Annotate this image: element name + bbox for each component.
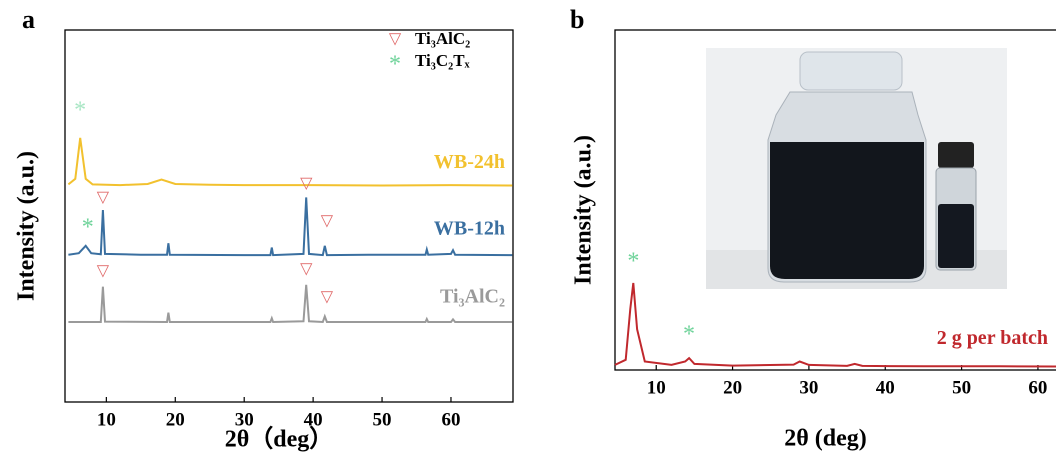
peak-marker: *: [683, 322, 695, 348]
series-line: [68, 197, 513, 257]
peak-marker: ▽: [97, 262, 110, 279]
peak-marker: ▽: [300, 261, 313, 278]
y-axis-label: Intensity (a.u.): [571, 135, 597, 285]
legend-symbol: ▽: [389, 31, 402, 48]
panel-label: a: [22, 5, 35, 34]
series-line: [67, 137, 513, 187]
series-label: Ti₃AlC₂: [440, 286, 505, 308]
axes-frame: [64, 29, 514, 403]
x-tick-label: 50: [952, 377, 971, 398]
photo-inset: [706, 48, 1007, 289]
x-axis-label: 2θ (deg): [784, 426, 867, 452]
peak-marker: ▽: [321, 212, 334, 229]
series-label: 2 g per batch: [937, 327, 1048, 349]
legend-symbol: *: [389, 52, 401, 78]
peak-marker: *: [82, 215, 94, 241]
y-axis-label: Intensity (a.u.): [14, 151, 40, 301]
axes-frame: [614, 29, 1056, 371]
series-line: [68, 284, 513, 324]
x-tick-label: 40: [304, 409, 323, 430]
x-tick-label: 20: [723, 377, 742, 398]
series-line: [614, 282, 1056, 368]
jar-liquid: [770, 142, 924, 279]
x-tick-label: 50: [373, 409, 392, 430]
x-tick-label: 60: [1028, 377, 1047, 398]
x-tick-label: 30: [235, 409, 254, 430]
x-tick-label: 20: [166, 409, 185, 430]
peak-marker: *: [627, 248, 639, 274]
legend-label: Ti₃AlC₂: [415, 29, 470, 48]
x-tick-label: 10: [97, 409, 116, 430]
peak-marker: *: [74, 97, 86, 123]
vial-liquid: [938, 204, 974, 268]
peak-marker: ▽: [321, 289, 334, 306]
x-tick-label: 10: [647, 377, 666, 398]
x-tick-label: 60: [441, 409, 460, 430]
legend-label: Ti₃C₂Tₓ: [415, 51, 470, 70]
x-axis-label: 2θ（deg）: [225, 426, 334, 453]
series-label: WB-24h: [434, 151, 505, 173]
peak-marker: ▽: [97, 189, 110, 206]
panel-label: b: [570, 5, 584, 34]
jar-cap: [799, 51, 903, 91]
vial-cap: [938, 142, 974, 168]
series-label: WB-12h: [434, 218, 505, 240]
peak-marker: ▽: [300, 175, 313, 192]
x-tick-label: 40: [876, 377, 895, 398]
x-tick-label: 30: [799, 377, 818, 398]
